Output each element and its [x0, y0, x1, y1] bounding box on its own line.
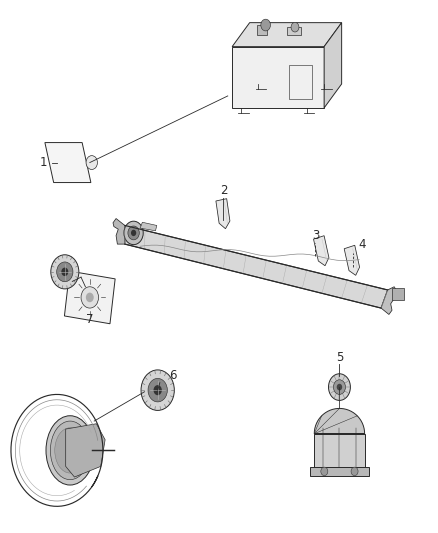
Circle shape	[333, 379, 346, 394]
Ellipse shape	[46, 416, 94, 485]
Polygon shape	[64, 271, 115, 324]
Circle shape	[81, 287, 99, 308]
Polygon shape	[140, 222, 157, 231]
Bar	[392, 288, 404, 300]
Bar	[289, 65, 312, 99]
Text: 5: 5	[336, 351, 343, 364]
Polygon shape	[232, 47, 324, 108]
Circle shape	[337, 384, 342, 390]
Circle shape	[321, 467, 328, 475]
Text: 7: 7	[86, 313, 94, 326]
Ellipse shape	[50, 421, 90, 480]
Polygon shape	[125, 225, 388, 308]
Circle shape	[86, 156, 97, 169]
Circle shape	[261, 19, 270, 31]
Polygon shape	[314, 236, 329, 266]
Polygon shape	[113, 219, 125, 244]
Circle shape	[141, 370, 174, 410]
Circle shape	[128, 226, 139, 240]
Circle shape	[86, 293, 94, 302]
Polygon shape	[344, 245, 360, 276]
Polygon shape	[324, 22, 342, 108]
Circle shape	[124, 221, 143, 245]
Text: 2: 2	[219, 184, 227, 197]
Text: 3: 3	[312, 229, 319, 242]
Circle shape	[57, 262, 73, 282]
Circle shape	[131, 230, 136, 236]
Polygon shape	[381, 287, 396, 314]
Polygon shape	[66, 424, 105, 477]
Polygon shape	[232, 22, 342, 47]
Circle shape	[61, 268, 68, 276]
Circle shape	[328, 374, 350, 400]
Text: 1: 1	[39, 156, 47, 169]
Text: 4: 4	[358, 238, 366, 251]
Ellipse shape	[55, 427, 85, 473]
Polygon shape	[45, 143, 91, 182]
Bar	[257, 25, 267, 35]
Circle shape	[153, 385, 162, 395]
Text: 6: 6	[169, 369, 177, 382]
Polygon shape	[314, 408, 364, 434]
Polygon shape	[216, 199, 230, 229]
Circle shape	[351, 467, 358, 475]
Circle shape	[148, 378, 167, 402]
Bar	[287, 27, 301, 35]
Circle shape	[51, 255, 79, 289]
Polygon shape	[314, 434, 364, 467]
Polygon shape	[310, 467, 369, 475]
Circle shape	[291, 22, 299, 32]
